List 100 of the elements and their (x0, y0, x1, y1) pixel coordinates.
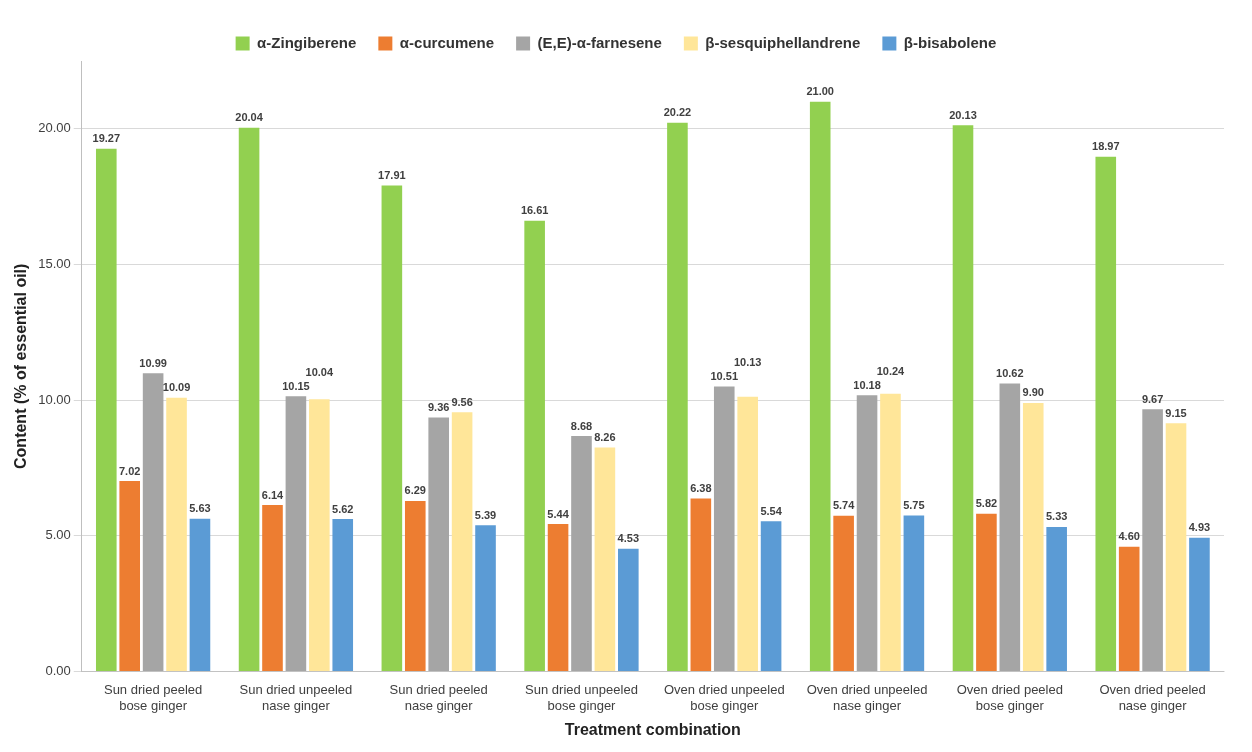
data-label: 9.36 (427, 401, 450, 414)
data-label: 10.09 (162, 381, 191, 394)
bar (594, 447, 616, 672)
data-label: 8.26 (594, 430, 616, 443)
data-label: 10.62 (996, 366, 1024, 379)
x-tick-label: Sun dried unpeeled nase ginger (239, 681, 353, 713)
y-tick-label: 10.00 (38, 391, 71, 407)
bar (1046, 526, 1067, 672)
data-label: 5.75 (903, 499, 925, 512)
data-label: 4.93 (1188, 521, 1211, 534)
data-label: 5.39 (474, 508, 497, 521)
data-label: 9.15 (1165, 406, 1187, 419)
bar (667, 122, 688, 672)
bar (976, 513, 997, 672)
bar (404, 500, 426, 672)
data-label: 17.91 (378, 169, 406, 182)
data-label: 5.74 (832, 499, 856, 512)
data-label: 20.22 (663, 106, 692, 119)
bar (999, 383, 1021, 672)
bar (618, 548, 639, 672)
data-label: 9.67 (1141, 392, 1164, 405)
data-label: 6.29 (404, 484, 426, 497)
bar (809, 101, 831, 672)
data-label: 5.44 (547, 507, 570, 520)
data-label: 16.61 (520, 204, 549, 217)
bar (428, 417, 449, 672)
x-axis-title: Treatment combination (564, 720, 741, 738)
bar (1189, 537, 1210, 672)
bar (713, 386, 735, 672)
data-label: 6.38 (690, 481, 712, 494)
bar (880, 393, 901, 672)
legend-label: β-bisabolene (903, 33, 997, 51)
legend-label: α-curcumene (399, 33, 495, 51)
x-tick-label: Oven dried unpeeled nase ginger (806, 681, 928, 713)
bar (142, 373, 164, 672)
data-label: 19.27 (92, 132, 121, 145)
x-tick-label: Sun dried peeled bose ginger (103, 681, 203, 713)
bar (475, 525, 496, 672)
data-label: 10.51 (710, 369, 739, 382)
bar (856, 395, 878, 672)
bar (760, 521, 782, 672)
bar (524, 220, 545, 672)
x-tick-label: Sun dried peeled nase ginger (389, 681, 488, 713)
bar (238, 127, 260, 672)
bar (381, 185, 403, 672)
bar (1165, 423, 1187, 672)
bar (1095, 156, 1117, 672)
bar (262, 504, 283, 672)
bar (309, 399, 330, 672)
bar (189, 518, 211, 672)
bar (737, 396, 758, 672)
bar (833, 515, 854, 672)
x-tick-label: Oven dried peeled bose ginger (956, 681, 1063, 713)
data-label: 4.60 (1118, 530, 1140, 543)
bar (119, 481, 141, 672)
data-label: 10.15 (282, 379, 310, 392)
y-axis-title: Content (% of essential oil) (12, 263, 30, 469)
data-label: 4.53 (617, 532, 640, 545)
legend-label: α-Zingiberene (257, 33, 357, 51)
data-label: 10.18 (853, 378, 881, 391)
data-label: 10.24 (876, 364, 906, 377)
data-label: 5.82 (975, 497, 998, 510)
bar (285, 396, 307, 672)
data-label: 10.04 (305, 365, 334, 378)
data-label: 6.14 (261, 488, 285, 501)
data-label: 9.56 (451, 395, 473, 408)
data-label: 10.13 (733, 355, 762, 368)
y-tick-label: 15.00 (38, 256, 71, 272)
data-label: 20.13 (949, 108, 977, 121)
legend-label: β-sesquiphellandrene (705, 33, 861, 51)
data-label: 18.97 (1092, 140, 1120, 153)
bar (547, 523, 569, 672)
bar (952, 125, 974, 672)
bar (1142, 409, 1163, 672)
x-tick-label: Sun dried unpeeled bose ginger (525, 681, 638, 713)
x-tick-label: Oven dried unpeeled bose ginger (663, 681, 785, 713)
data-label: 9.90 (1022, 386, 1044, 399)
bar (571, 436, 592, 672)
data-label: 5.33 (1045, 510, 1068, 523)
data-label: 8.68 (570, 419, 593, 432)
bar (903, 515, 925, 672)
legend-label: (E,E)-α-farnesene (537, 33, 662, 51)
bar (1118, 546, 1140, 672)
bar (690, 498, 712, 672)
bar (451, 412, 473, 672)
data-label: 5.62 (332, 502, 354, 515)
bar (95, 148, 117, 672)
data-label: 21.00 (806, 85, 834, 98)
x-tick-label: Oven dried peeled nase ginger (1099, 681, 1206, 713)
y-tick-label: 20.00 (38, 120, 71, 136)
data-label: 7.02 (119, 464, 141, 477)
data-label: 20.04 (235, 111, 264, 124)
bar (332, 519, 354, 672)
y-tick-label: 5.00 (45, 527, 71, 543)
data-label: 10.99 (139, 356, 167, 369)
bar (166, 397, 187, 672)
data-label: 5.54 (760, 504, 783, 517)
y-tick-label: 0.00 (45, 663, 71, 679)
data-label: 5.63 (189, 502, 211, 515)
bar (1022, 402, 1044, 672)
